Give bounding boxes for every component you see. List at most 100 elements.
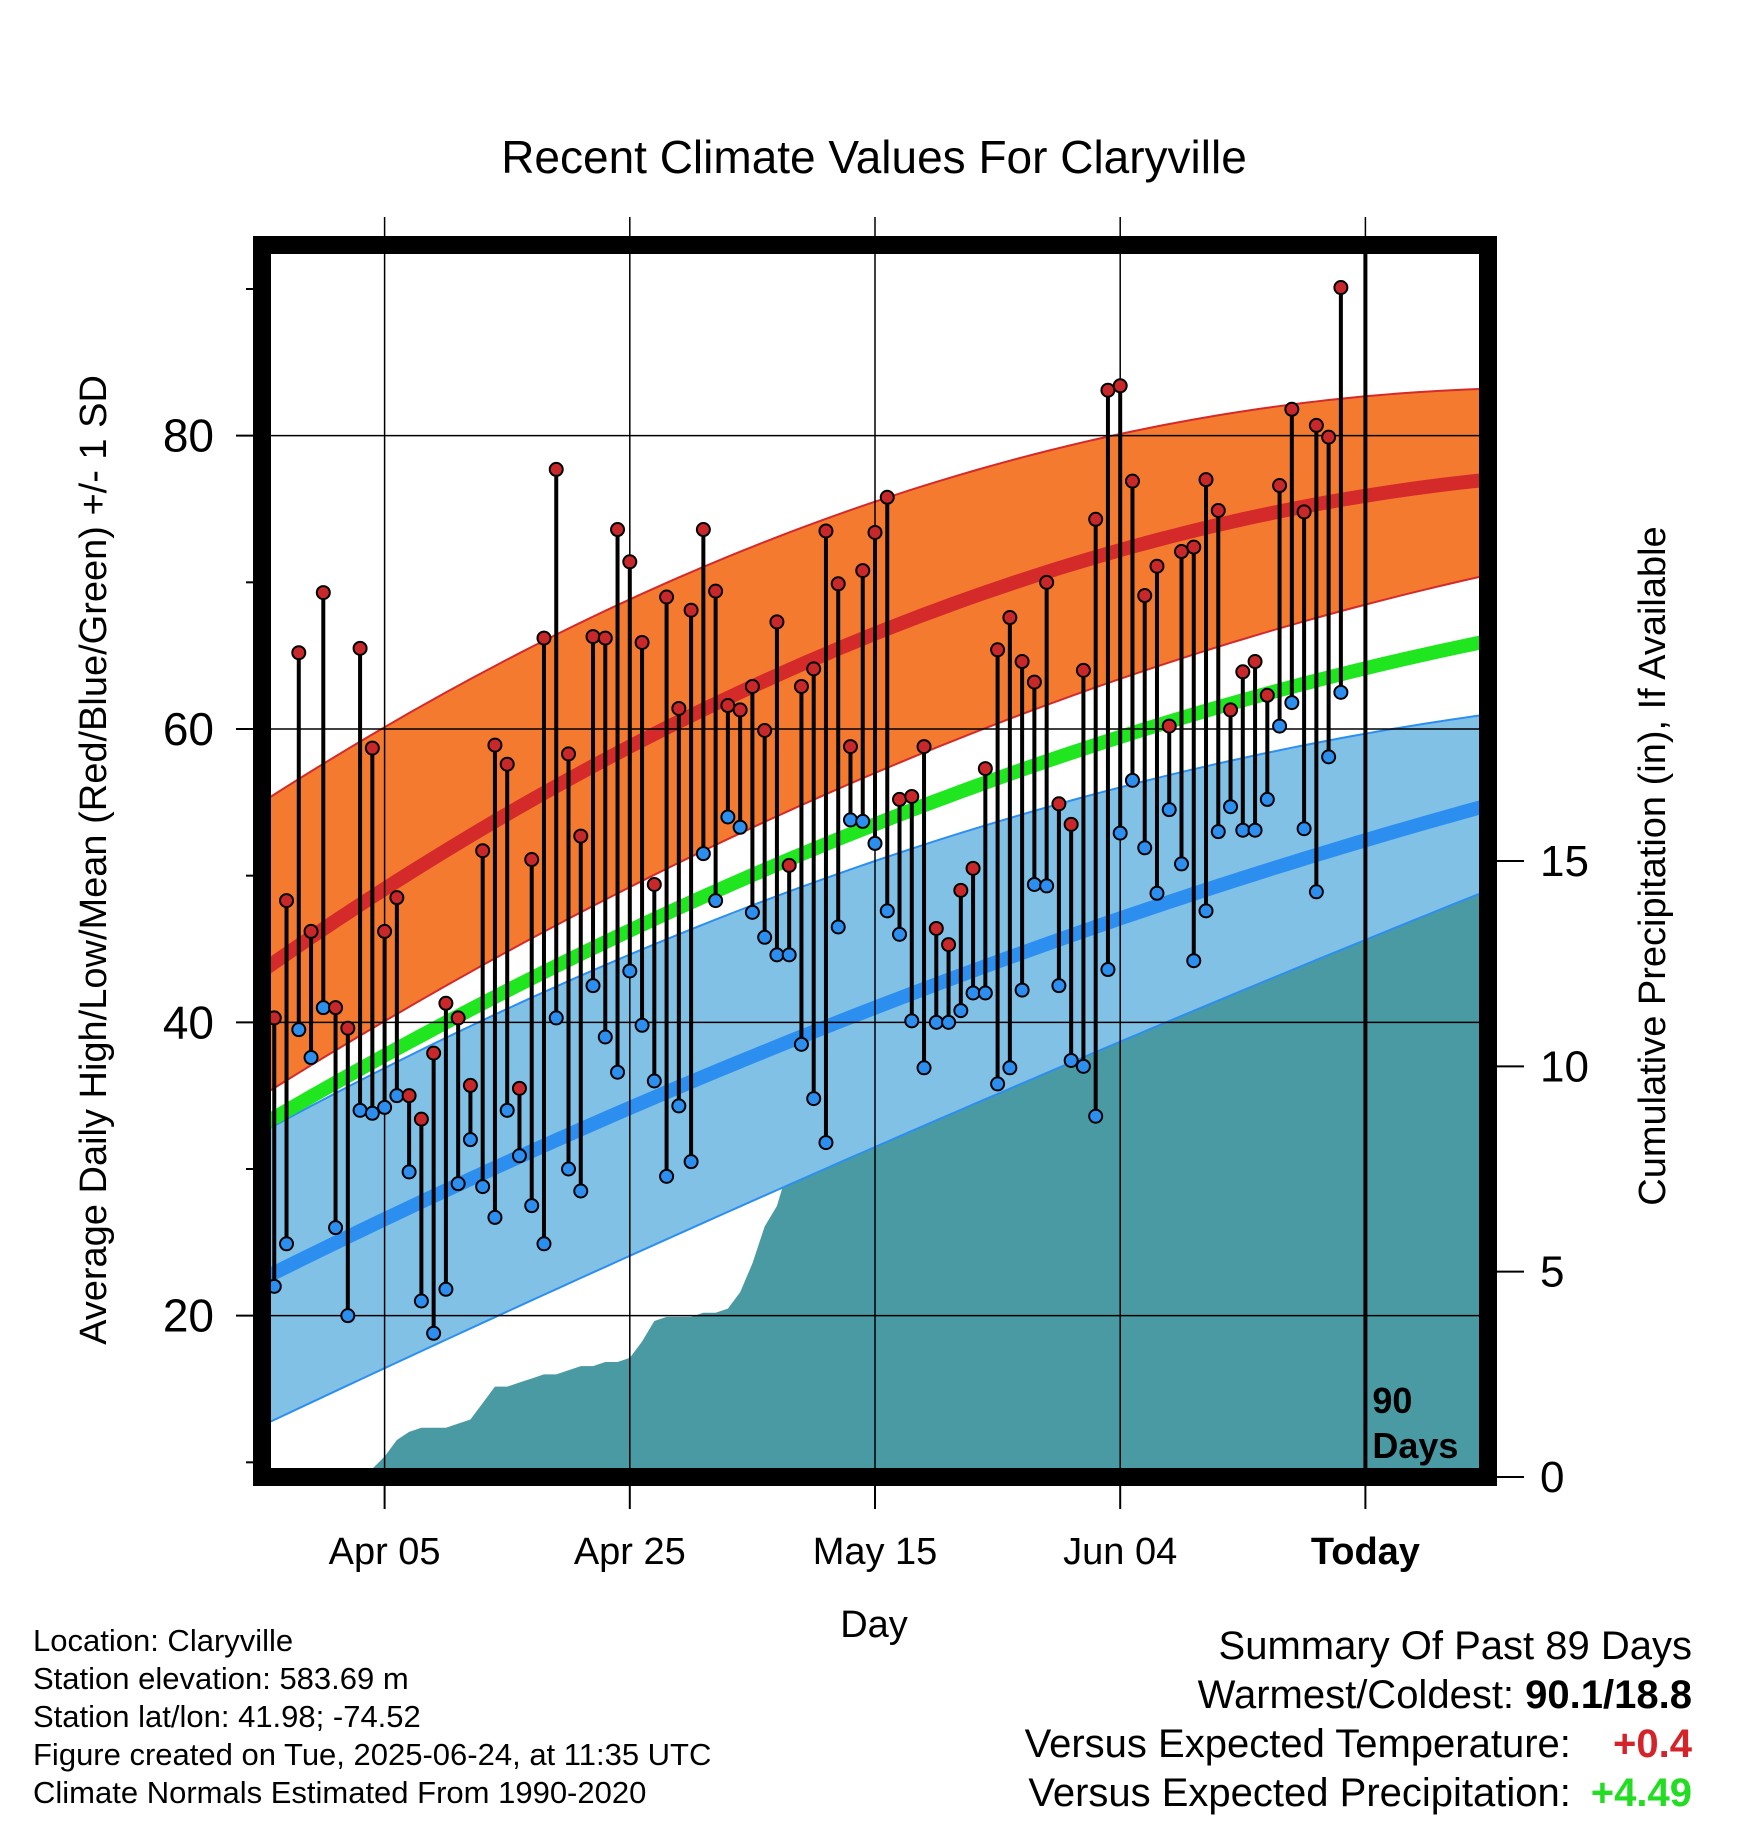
daily-high-point <box>426 1045 442 1061</box>
daily-high-point <box>683 602 699 618</box>
daily-high-point <box>916 739 932 755</box>
daily-low-point <box>757 929 773 945</box>
daily-high-point <box>671 700 687 716</box>
daily-low-point <box>904 1013 920 1029</box>
daily-low-point <box>769 947 785 963</box>
daily-high-point <box>573 828 589 844</box>
today-label-number: 90 <box>1372 1380 1412 1421</box>
daily-low-point <box>928 1014 944 1030</box>
daily-low-point <box>671 1098 687 1114</box>
daily-high-point <box>279 893 295 909</box>
daily-high-point <box>1063 816 1079 832</box>
daily-high-point <box>340 1020 356 1036</box>
daily-low-point <box>977 985 993 1001</box>
daily-low-point <box>806 1091 822 1107</box>
daily-low-point <box>744 904 760 920</box>
daily-high-point <box>401 1088 417 1104</box>
daily-low-point <box>524 1198 540 1214</box>
daily-low-point <box>499 1102 515 1118</box>
daily-high-point <box>842 739 858 755</box>
x-tick-label: Apr 05 <box>329 1531 441 1573</box>
daily-high-point <box>291 645 307 661</box>
daily-low-point <box>732 819 748 835</box>
daily-low-point <box>830 919 846 935</box>
daily-high-point <box>1210 502 1226 518</box>
normals-text: Climate Normals Estimated From 1990-2020 <box>33 1775 647 1810</box>
daily-high-point <box>1137 588 1153 604</box>
daily-high-point <box>744 678 760 694</box>
daily-low-point <box>1075 1058 1091 1074</box>
daily-high-point <box>1333 280 1349 296</box>
daily-high-point <box>965 860 981 876</box>
daily-low-point <box>561 1161 576 1177</box>
daily-high-point <box>315 585 331 601</box>
daily-low-point <box>389 1088 405 1104</box>
daily-high-point <box>1198 472 1214 488</box>
daily-high-point <box>732 702 748 718</box>
daily-low-point <box>413 1293 429 1309</box>
x-tick-label: Apr 25 <box>574 1531 686 1573</box>
daily-high-point <box>536 630 552 646</box>
daily-high-point <box>941 937 957 953</box>
daily-high-point <box>622 554 638 570</box>
x-tick-label: Jun 04 <box>1063 1531 1177 1573</box>
daily-low-point <box>487 1209 503 1225</box>
daily-high-point <box>781 857 797 873</box>
daily-low-point <box>462 1132 478 1148</box>
daily-low-point <box>1321 749 1337 765</box>
daily-high-point <box>1186 539 1202 555</box>
daily-high-point <box>475 843 491 859</box>
daily-low-point <box>536 1236 552 1252</box>
daily-high-point <box>1014 654 1030 670</box>
x-tick-label: May 15 <box>813 1531 938 1573</box>
y-tick-label: 40 <box>163 996 214 1048</box>
daily-high-point <box>377 923 393 939</box>
daily-high-point <box>1272 478 1288 494</box>
daily-high-point <box>1247 654 1263 670</box>
daily-high-point <box>953 882 969 898</box>
daily-low-point <box>1149 885 1165 901</box>
y-tick-label: 60 <box>163 703 214 755</box>
daily-low-point <box>377 1099 393 1115</box>
daily-high-point <box>1223 702 1239 718</box>
daily-low-point <box>1039 878 1055 894</box>
daily-high-point <box>757 722 773 738</box>
daily-high-point <box>879 489 895 505</box>
daily-high-point <box>585 629 601 645</box>
daily-low-point <box>622 963 638 979</box>
daily-low-point <box>585 978 601 994</box>
daily-high-point <box>487 737 503 753</box>
daily-high-point <box>328 1000 344 1016</box>
daily-low-point <box>1100 962 1116 978</box>
daily-high-point <box>892 791 908 807</box>
summary-title: Summary Of Past 89 Days <box>1218 1624 1692 1668</box>
daily-low-point <box>879 903 895 919</box>
daily-high-point <box>548 461 564 477</box>
x-tick-label: Today <box>1311 1531 1420 1573</box>
daily-low-point <box>842 812 858 828</box>
daily-high-point <box>499 756 515 772</box>
daily-low-point <box>916 1060 932 1076</box>
created-text: Figure created on Tue, 2025-06-24, at 11… <box>33 1737 712 1772</box>
daily-low-point <box>340 1308 356 1324</box>
daily-high-point <box>1296 504 1312 520</box>
daily-low-point <box>1161 802 1177 818</box>
daily-high-point <box>1321 429 1337 445</box>
daily-low-point <box>279 1236 295 1252</box>
daily-low-point <box>1235 822 1251 838</box>
daily-low-point <box>291 1022 307 1038</box>
daily-low-point <box>941 1014 957 1030</box>
daily-high-point <box>806 661 822 677</box>
daily-low-point <box>1259 791 1275 807</box>
daily-high-point <box>1051 796 1067 812</box>
daily-low-point <box>990 1076 1006 1092</box>
daily-high-point <box>1259 687 1275 703</box>
daily-high-point <box>413 1111 429 1127</box>
daily-low-point <box>818 1135 834 1151</box>
daily-high-point <box>511 1080 527 1096</box>
daily-low-point <box>438 1281 454 1297</box>
precip-departure-label: Versus Expected Precipitation: <box>1028 1771 1571 1815</box>
daily-low-point <box>1198 903 1214 919</box>
daily-low-point <box>1051 978 1067 994</box>
y-tick-label: 20 <box>163 1290 214 1342</box>
